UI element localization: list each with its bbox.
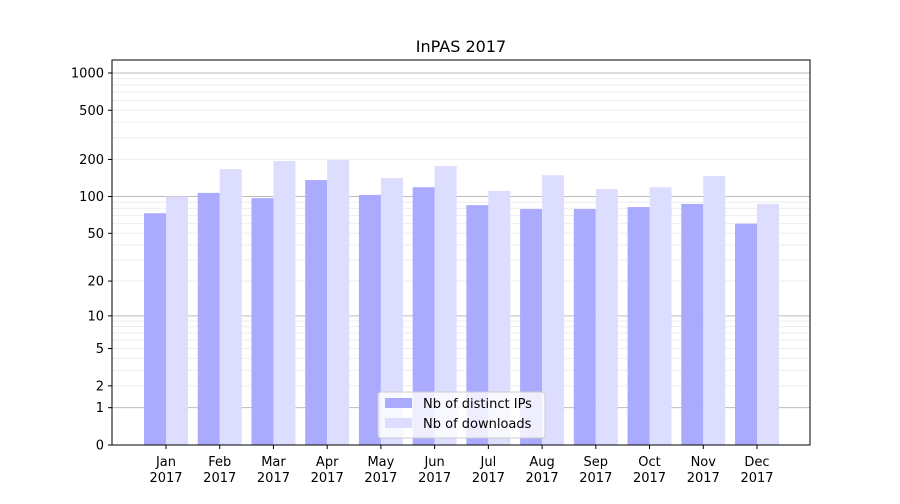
x-tick-label: Jan 2017	[149, 455, 182, 486]
y-tick-label: 200	[79, 153, 104, 168]
y-tick-label: 50	[87, 227, 104, 242]
bar-downloads	[542, 175, 565, 445]
y-tick-label: 2	[96, 379, 104, 394]
bar-distinct-ips	[520, 209, 543, 445]
bar-distinct-ips	[144, 213, 166, 445]
y-tick-label: 20	[87, 275, 104, 290]
y-tick-label: 100	[79, 190, 104, 205]
x-tick-label: Mar 2017	[257, 455, 290, 486]
bar-downloads	[434, 165, 457, 445]
bar-distinct-ips	[681, 203, 704, 445]
bar-downloads	[219, 169, 242, 445]
plot-frame	[111, 59, 811, 446]
y-tick-label: 0	[96, 439, 104, 454]
x-tick-label: Aug 2017	[526, 455, 559, 486]
y-tick-label: 5	[96, 342, 104, 357]
bar-downloads	[757, 203, 779, 445]
y-tick-label: 1	[96, 401, 104, 416]
bar-distinct-ips	[627, 207, 650, 445]
bar-distinct-ips	[358, 194, 381, 445]
x-tick-label: May 2017	[364, 455, 397, 486]
x-tick-label: Nov 2017	[687, 455, 720, 486]
bar-downloads	[649, 187, 672, 445]
chart-title: InPAS 2017	[416, 37, 506, 56]
bar-downloads	[273, 161, 296, 445]
y-tick-label: 10	[87, 309, 104, 324]
x-tick-label: Apr 2017	[311, 455, 344, 486]
bar-distinct-ips	[573, 209, 596, 445]
legend-label: Nb of downloads	[423, 417, 532, 432]
bar-downloads	[595, 189, 618, 445]
y-tick-label: 1000	[71, 66, 104, 81]
bar-distinct-ips	[466, 205, 489, 445]
x-tick-label: Jun 2017	[418, 455, 451, 486]
bar-distinct-ips	[197, 192, 220, 445]
legend-label: Nb of distinct IPs	[423, 397, 532, 412]
bar-distinct-ips	[251, 198, 274, 445]
bar-distinct-ips	[305, 180, 328, 445]
bar-downloads	[166, 196, 188, 445]
bar-downloads	[327, 159, 350, 445]
bar-downloads	[380, 178, 403, 446]
x-tick-label: Oct 2017	[633, 455, 666, 486]
bar-downloads	[703, 175, 726, 446]
x-tick-label: Feb 2017	[203, 455, 236, 486]
legend-box	[377, 391, 546, 439]
bar-distinct-ips	[735, 223, 757, 445]
bar-downloads	[488, 190, 511, 445]
y-tick-label: 500	[79, 104, 104, 119]
x-tick-label: Sep 2017	[579, 455, 612, 486]
legend-swatch	[385, 418, 412, 428]
bar-distinct-ips	[412, 187, 435, 445]
legend-swatch	[385, 398, 412, 408]
legend: Nb of distinct IPs Nb of downloads	[377, 391, 546, 439]
x-tick-label: Dec 2017	[740, 455, 773, 486]
x-tick-label: Jul 2017	[472, 455, 505, 486]
